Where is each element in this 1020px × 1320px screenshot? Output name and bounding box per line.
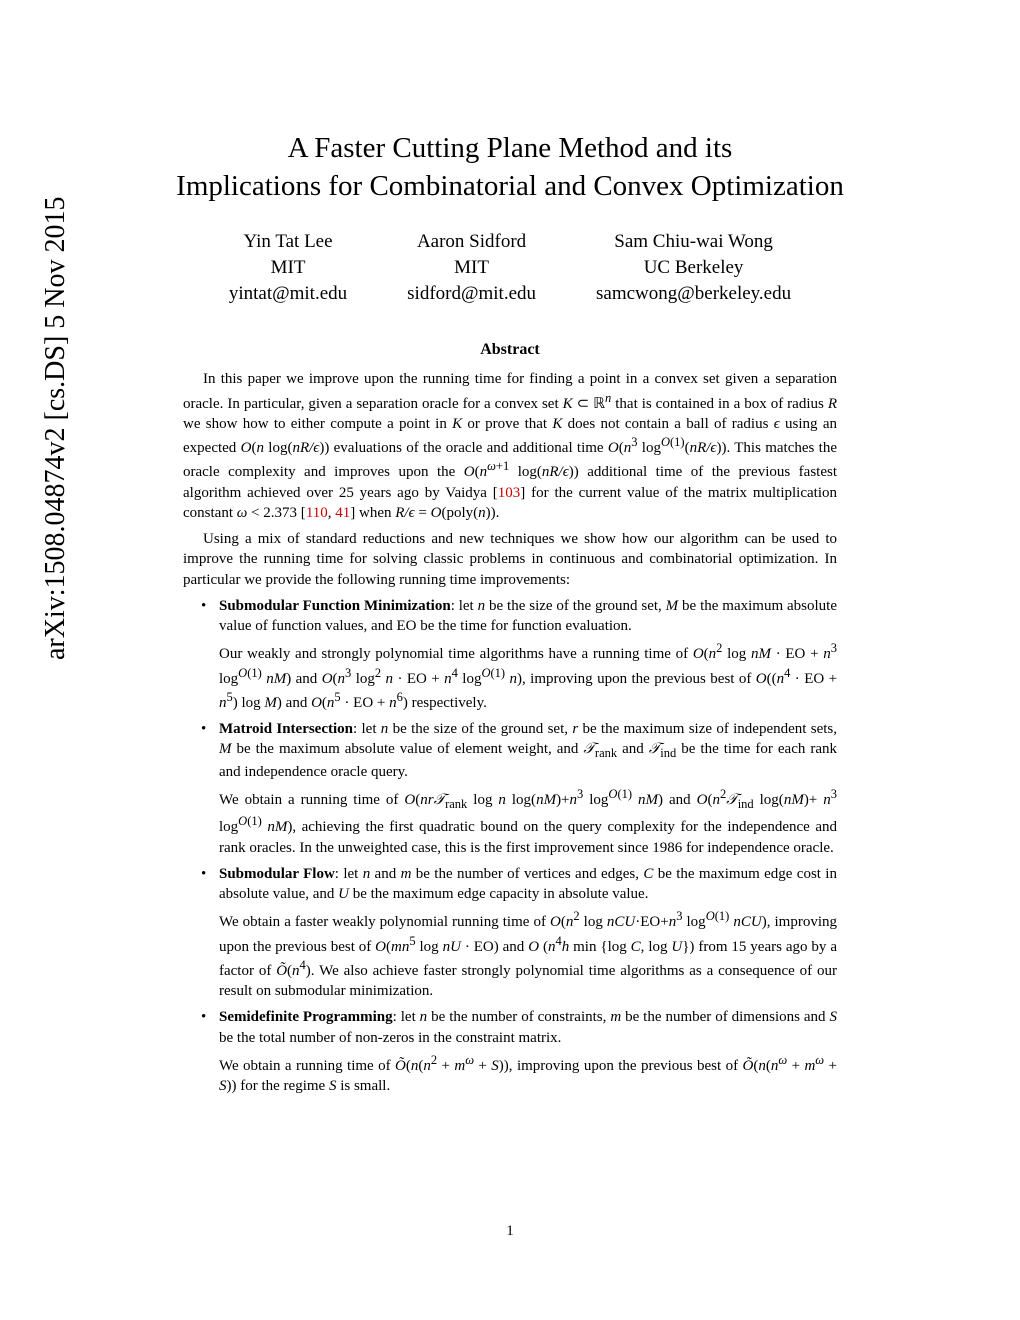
author-1-affiliation: MIT: [271, 257, 306, 278]
page-number: 1: [0, 1223, 1020, 1240]
author-3-email: samcwong@berkeley.edu: [596, 283, 791, 304]
abstract-para-1: In this paper we improve upon the runnin…: [183, 369, 837, 523]
abstract-para-2: Using a mix of standard reductions and n…: [183, 529, 837, 590]
ref-103[interactable]: 103: [498, 485, 521, 501]
paper-title: A Faster Cutting Plane Method and its Im…: [155, 130, 865, 205]
abstract-heading: Abstract: [155, 341, 865, 359]
author-3: Sam Chiu-wai Wong UC Berkeley samcwong@b…: [596, 229, 791, 306]
author-2: Aaron Sidford MIT sidford@mit.edu: [407, 229, 536, 306]
author-2-email: sidford@mit.edu: [407, 283, 536, 304]
sdp-title: Semidefinite Programming: [219, 1009, 393, 1025]
author-1: Yin Tat Lee MIT yintat@mit.edu: [229, 229, 347, 306]
author-3-affiliation: UC Berkeley: [644, 257, 744, 278]
title-line-2: Implications for Combinatorial and Conve…: [176, 170, 844, 202]
sfm-title: Submodular Function Minimization: [219, 598, 451, 614]
author-1-name: Yin Tat Lee: [243, 231, 332, 252]
page-content: A Faster Cutting Plane Method and its Im…: [0, 0, 1020, 1096]
bullet-sdp: Semidefinite Programming: let n be the n…: [219, 1007, 837, 1096]
ref-110[interactable]: 110: [306, 505, 328, 521]
author-2-affiliation: MIT: [454, 257, 489, 278]
author-2-name: Aaron Sidford: [417, 231, 526, 252]
contributions-list: Submodular Function Minimization: let n …: [183, 596, 837, 1097]
bullet-mi: Matroid Intersection: let n be the size …: [219, 719, 837, 858]
author-1-email: yintat@mit.edu: [229, 283, 347, 304]
authors-block: Yin Tat Lee MIT yintat@mit.edu Aaron Sid…: [155, 229, 865, 306]
sf-title: Submodular Flow: [219, 866, 335, 882]
abstract-body: In this paper we improve upon the runnin…: [155, 369, 865, 1096]
bullet-sfm: Submodular Function Minimization: let n …: [219, 596, 837, 713]
ref-41[interactable]: 41: [335, 505, 350, 521]
title-line-1: A Faster Cutting Plane Method and its: [288, 132, 733, 164]
bullet-sf: Submodular Flow: let n and m be the numb…: [219, 864, 837, 1002]
author-3-name: Sam Chiu-wai Wong: [614, 231, 773, 252]
mi-title: Matroid Intersection: [219, 721, 353, 737]
